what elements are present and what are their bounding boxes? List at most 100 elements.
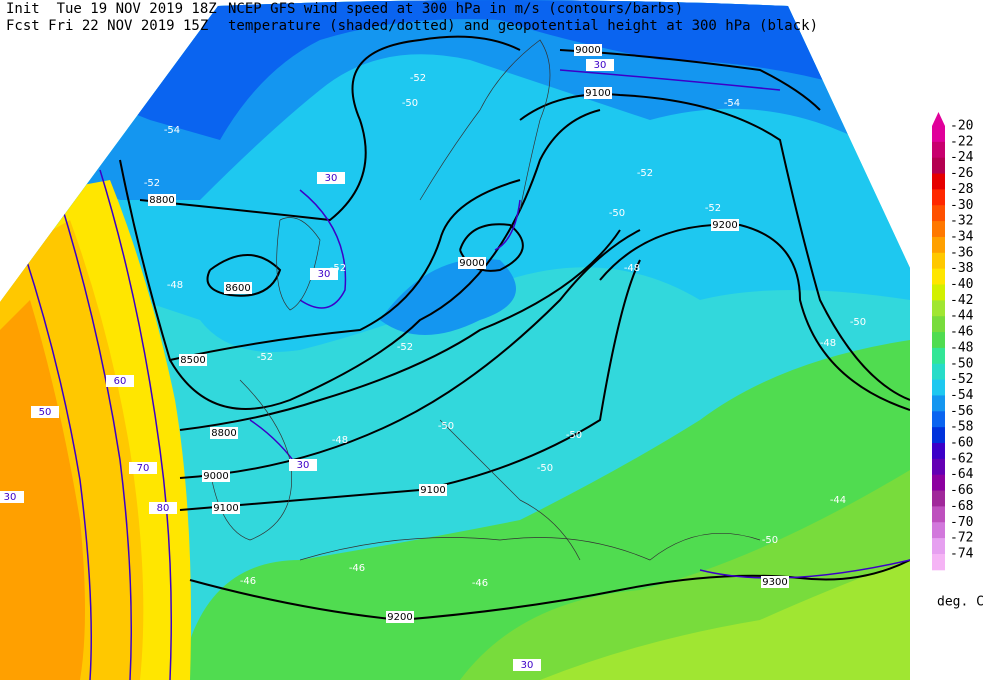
label-box	[129, 462, 157, 474]
colorbar-label: -54	[950, 388, 974, 403]
label-box	[419, 484, 447, 496]
title-line: NCEP GFS wind speed at 300 hPa in m/s (c…	[228, 1, 683, 17]
colorbar-swatch	[932, 553, 945, 571]
temperature-label: -52	[637, 168, 653, 179]
temperature-label: -52	[410, 73, 426, 84]
colorbar-label: -36	[950, 245, 973, 260]
label-box	[212, 502, 240, 514]
colorbar-swatch	[932, 474, 945, 492]
height-contours	[119, 35, 910, 622]
label-box	[386, 611, 414, 623]
colorbar-swatch	[932, 236, 945, 254]
label-box	[586, 59, 614, 71]
colorbar-arrow	[932, 112, 945, 126]
wind-contours	[19, 69, 910, 680]
label-box	[224, 282, 252, 294]
wind-label: 60	[114, 376, 127, 387]
height-label: 9100	[585, 88, 610, 99]
colorbar-swatch	[932, 538, 945, 555]
colorbar-label: -44	[950, 309, 974, 324]
label-box	[761, 576, 789, 588]
label-box	[711, 219, 739, 231]
colorbar-label: -48	[950, 340, 973, 355]
label-box	[513, 659, 541, 671]
label-box	[31, 406, 59, 418]
label-box	[0, 491, 24, 503]
colorbar-swatch	[932, 506, 945, 523]
temperature-label: -50	[566, 430, 582, 441]
height-label: 8500	[180, 355, 205, 366]
temperature-label: -48	[332, 435, 348, 446]
colorbar: -20-22-24-26-28-30-32-34-36-38-40-42-44-…	[932, 112, 974, 571]
colorbar-swatch	[932, 427, 945, 444]
label-box	[574, 44, 602, 56]
colorbar-label: -40	[950, 277, 973, 292]
colorbar-swatch	[932, 458, 945, 476]
colorbar-swatch	[932, 395, 945, 412]
temperature-label: -52	[705, 203, 721, 214]
colorbar-label: -38	[950, 261, 973, 276]
temperature-label: -50	[762, 535, 778, 546]
temperature-label: -54	[724, 98, 740, 109]
temperature-label: -52	[397, 342, 413, 353]
temp-zone	[0, 300, 85, 680]
height-label: 9100	[213, 503, 238, 514]
colorbar-label: -46	[950, 325, 973, 340]
temperature-label: -52	[144, 178, 160, 189]
colorbar-swatch	[932, 363, 945, 381]
colorbar-label: -56	[950, 404, 973, 419]
colorbar-swatch	[932, 379, 945, 396]
temp-zone	[380, 258, 516, 335]
height-label: 9100	[420, 485, 445, 496]
colorbar-label: -50	[950, 356, 973, 371]
label-box	[202, 470, 230, 482]
wind-label: 30	[318, 269, 331, 280]
temperature-label: -50	[438, 421, 454, 432]
temperature-label: -48	[820, 338, 836, 349]
colorbar-label: -30	[950, 198, 973, 213]
colorbar-label: -42	[950, 293, 973, 308]
colorbar-swatch	[932, 332, 945, 349]
colorbar-swatch	[932, 221, 945, 238]
colorbar-label: -24	[950, 150, 974, 165]
colorbar-swatch	[932, 252, 945, 270]
temp-zone	[540, 560, 910, 680]
label-box	[106, 375, 134, 387]
colorbar-label: -70	[950, 515, 973, 530]
coastlines	[209, 39, 761, 561]
init-time: Init Tue 19 NOV 2019 18Z	[6, 1, 217, 17]
title-line: temperature (shaded/dotted) and geopoten…	[228, 18, 818, 34]
temperature-label: -52	[257, 352, 273, 363]
wind-label: 30	[4, 492, 17, 503]
wind-label: 80	[157, 503, 170, 514]
colorbar-swatch	[932, 268, 945, 285]
height-label: 9200	[712, 220, 737, 231]
colorbar-label: -26	[950, 166, 973, 181]
label-box	[458, 257, 486, 269]
colorbar-swatch	[932, 141, 945, 159]
colorbar-swatch	[932, 347, 945, 365]
height-label: 8600	[225, 283, 250, 294]
colorbar-swatch	[932, 173, 945, 190]
colorbar-swatch	[932, 189, 945, 206]
colorbar-swatch	[932, 522, 945, 539]
temperature-label: -46	[472, 578, 488, 589]
colorbar-label: -58	[950, 420, 973, 435]
temperature-label: -54	[164, 125, 180, 136]
colorbar-label: -34	[950, 229, 974, 244]
wind-label: 30	[521, 660, 534, 671]
colorbar-label: -64	[950, 467, 974, 482]
colorbar-label: -52	[950, 372, 973, 387]
forecast-time: Fcst Fri 22 NOV 2019 15Z	[6, 18, 208, 34]
temperature-label: -46	[240, 576, 256, 587]
temperature-label: -46	[349, 563, 365, 574]
colorbar-label: -72	[950, 531, 973, 546]
map	[0, 0, 910, 680]
colorbar-label: -74	[950, 546, 974, 561]
temperature-label: -50	[402, 98, 418, 109]
wind-label: 70	[137, 463, 150, 474]
height-label: 8800	[149, 195, 174, 206]
temperature-label: -48	[167, 280, 183, 291]
colorbar-label: -66	[950, 483, 973, 498]
